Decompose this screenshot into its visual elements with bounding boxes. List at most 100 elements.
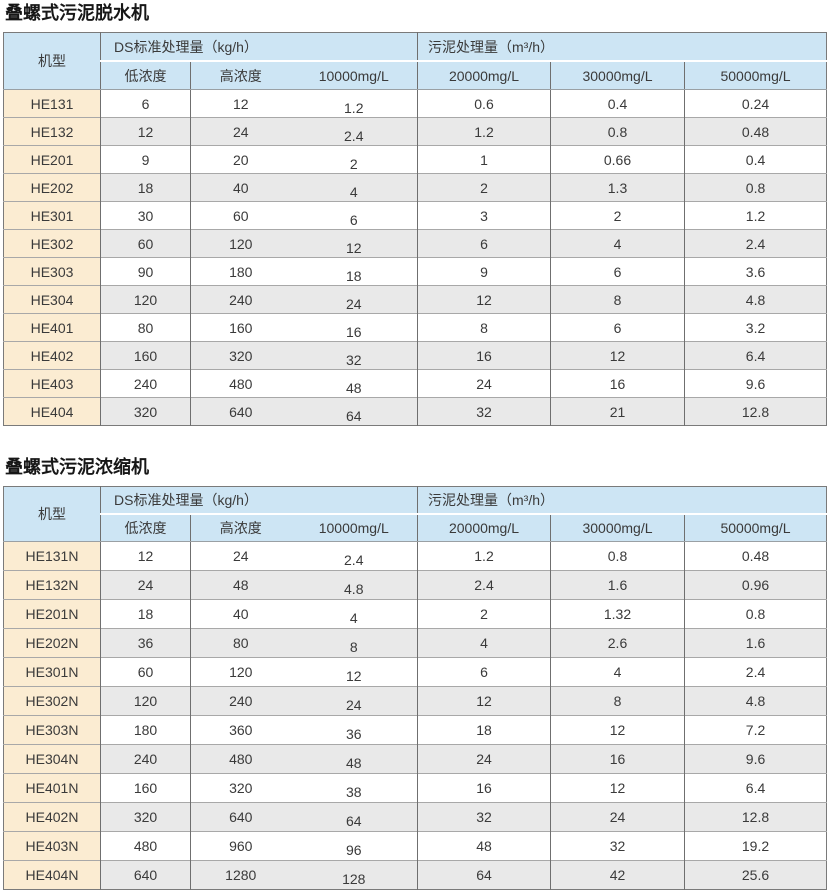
- dewatering-machine-section: 叠螺式污泥脱水机 机型 DS标准处理量（kg/h） 污泥处理量（m³/h） 低浓…: [3, 2, 828, 426]
- value-cell-low-concentration: 9: [100, 145, 191, 174]
- value-cell-10000mgl: 32: [290, 341, 418, 370]
- value-cell-10000mgl: 38: [291, 774, 418, 803]
- value-cell-30000mgl: 0.4: [550, 89, 685, 118]
- value-cell-20000mgl: 12: [417, 285, 551, 314]
- cell-value-text: 3.6: [745, 263, 766, 280]
- value-cell-50000mgl: 0.4: [683, 145, 827, 174]
- cell-value-text: 48: [345, 379, 362, 396]
- value-cell-30000mgl: 1.3: [550, 173, 685, 202]
- cell-value-text: 64: [345, 813, 362, 829]
- cell-value-text: 2: [480, 606, 488, 622]
- value-cell-30000mgl: 1.6: [550, 570, 685, 600]
- value-cell-10000mgl: 18: [291, 258, 418, 286]
- value-cell-high-concentration: 640: [190, 802, 291, 832]
- cell-value-text: 24: [345, 295, 362, 312]
- model-cell: HE402: [3, 341, 101, 370]
- table-row: HE201 9 20 2 1 0.66 0.4: [3, 145, 827, 174]
- subheader-30000mgl: 30000mg/L: [550, 514, 685, 542]
- cell-value-text: 320: [133, 403, 158, 420]
- value-cell-low-concentration: 30: [100, 201, 191, 230]
- value-cell-30000mgl: 12: [550, 341, 685, 370]
- cell-value-text: 6: [613, 319, 622, 336]
- value-cell-low-concentration: 18: [100, 173, 191, 202]
- value-cell-low-concentration: 160: [100, 773, 191, 803]
- value-cell-low-concentration: 12: [100, 117, 191, 146]
- cell-value-text: 1.2: [344, 99, 364, 116]
- value-cell-50000mgl: 4.8: [683, 285, 827, 314]
- table-row: HE201N 18 40 4 2 1.32 0.8: [3, 599, 827, 629]
- cell-value-text: 36: [345, 726, 362, 742]
- model-cell: HE304: [3, 285, 101, 314]
- value-cell-20000mgl: 16: [417, 341, 551, 370]
- value-cell-30000mgl: 2: [550, 201, 685, 230]
- value-cell-10000mgl: 48: [291, 370, 418, 398]
- cell-value-text: 3.2: [745, 319, 766, 336]
- value-cell-high-concentration: 24: [190, 541, 291, 571]
- value-cell-30000mgl: 42: [550, 860, 685, 890]
- cell-value-text: 8: [613, 291, 622, 308]
- value-cell-high-concentration: 60: [190, 201, 291, 230]
- cell-value-text: 38: [345, 784, 362, 800]
- model-cell: HE302N: [3, 686, 101, 716]
- value-cell-low-concentration: 90: [100, 257, 191, 286]
- cell-value-text: 64: [345, 407, 362, 424]
- cell-value-text: 12.8: [741, 403, 770, 420]
- table-row: HE131 6 12 1.2 0.6 0.4 0.24: [3, 89, 827, 118]
- table-row: HE301N 60 120 12 6 4 2.4: [3, 657, 827, 687]
- thickening-machine-section: 叠螺式污泥浓缩机 机型 DS标准处理量（kg/h） 污泥处理量（m³/h） 低浓…: [3, 456, 828, 890]
- model-cell: HE202N: [3, 628, 101, 658]
- cell-value-text: 4: [349, 183, 358, 200]
- cell-value-text: 60: [232, 207, 249, 224]
- value-cell-20000mgl: 0.6: [417, 89, 551, 118]
- cell-value-text: 640: [229, 403, 253, 420]
- cell-value-text: 42: [609, 867, 626, 883]
- value-cell-30000mgl: 8: [550, 686, 685, 716]
- subheader-10000mgl: 10000mg/L: [290, 61, 418, 90]
- cell-value-text: 2.6: [607, 635, 628, 651]
- cell-value-text: 1.2: [474, 123, 494, 140]
- value-cell-10000mgl: 96: [291, 832, 418, 861]
- value-cell-20000mgl: 1.2: [417, 541, 551, 571]
- cell-value-text: 240: [229, 291, 253, 308]
- cell-value-text: 12: [476, 693, 492, 709]
- value-cell-20000mgl: 4: [417, 628, 551, 658]
- value-cell-low-concentration: 180: [100, 715, 191, 745]
- cell-value-text: 40: [232, 179, 249, 196]
- cell-value-text: 120: [229, 235, 253, 252]
- subheader-20000mgl: 20000mg/L: [417, 61, 551, 90]
- table-row: HE132N 24 48 4.8 2.4 1.6 0.96: [3, 570, 827, 600]
- cell-value-text: 21: [609, 403, 626, 420]
- value-cell-30000mgl: 0.8: [550, 541, 685, 571]
- value-cell-50000mgl: 2.4: [683, 657, 827, 687]
- value-cell-low-concentration: 120: [100, 285, 191, 314]
- cell-value-text: 24: [345, 697, 362, 713]
- value-cell-high-concentration: 40: [190, 599, 291, 629]
- value-cell-50000mgl: 0.24: [683, 89, 827, 118]
- table-title: 叠螺式污泥脱水机: [5, 3, 149, 23]
- cell-value-text: 480: [133, 838, 158, 854]
- cell-value-text: 48: [345, 755, 362, 771]
- cell-value-text: 240: [229, 693, 253, 709]
- value-cell-high-concentration: 180: [190, 257, 291, 286]
- value-cell-50000mgl: 7.2: [683, 715, 827, 745]
- value-cell-20000mgl: 16: [417, 773, 551, 803]
- cell-value-text: 12: [476, 291, 492, 308]
- value-cell-30000mgl: 32: [550, 831, 685, 861]
- value-cell-50000mgl: 2.4: [683, 229, 827, 258]
- value-cell-high-concentration: 240: [190, 686, 291, 716]
- table-row: HE304N 240 480 48 24 16 9.6: [3, 744, 827, 774]
- table-row: HE131N 12 24 2.4 1.2 0.8 0.48: [3, 541, 827, 571]
- header-sub-row: 低浓度 高浓度 10000mg/L 20000mg/L 30000mg/L 50…: [4, 514, 827, 542]
- value-cell-10000mgl: 16: [291, 314, 418, 342]
- model-cell: HE303N: [3, 715, 101, 745]
- table-row: HE303 90 180 18 9 6 3.6: [3, 257, 827, 286]
- value-cell-30000mgl: 16: [550, 744, 685, 774]
- header-sub-row: 低浓度 高浓度 10000mg/L 20000mg/L 30000mg/L 50…: [4, 61, 827, 90]
- value-cell-50000mgl: 3.6: [683, 257, 827, 286]
- cell-value-text: 32: [476, 403, 492, 420]
- thickening-spec-table: 机型 DS标准处理量（kg/h） 污泥处理量（m³/h） 低浓度 高浓度 100…: [3, 486, 828, 890]
- cell-value-text: 2.4: [745, 235, 766, 252]
- value-cell-20000mgl: 32: [417, 802, 551, 832]
- model-cell: HE404: [3, 397, 101, 426]
- cell-value-text: 2.4: [344, 127, 364, 144]
